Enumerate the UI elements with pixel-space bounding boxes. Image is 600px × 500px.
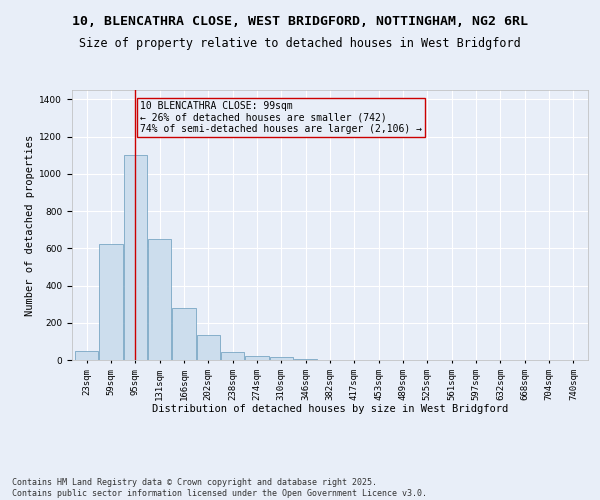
X-axis label: Distribution of detached houses by size in West Bridgford: Distribution of detached houses by size … (152, 404, 508, 414)
Y-axis label: Number of detached properties: Number of detached properties (25, 134, 35, 316)
Bar (245, 356, 269, 360)
Text: 10, BLENCATHRA CLOSE, WEST BRIDGFORD, NOTTINGHAM, NG2 6RL: 10, BLENCATHRA CLOSE, WEST BRIDGFORD, NO… (72, 15, 528, 28)
Bar (172, 308, 196, 360)
Bar (294, 359, 317, 360)
Bar (124, 155, 147, 360)
Text: 10 BLENCATHRA CLOSE: 99sqm
← 26% of detached houses are smaller (742)
74% of sem: 10 BLENCATHRA CLOSE: 99sqm ← 26% of deta… (140, 101, 422, 134)
Text: Size of property relative to detached houses in West Bridgford: Size of property relative to detached ho… (79, 38, 521, 51)
Bar (148, 239, 171, 360)
Bar (270, 357, 293, 360)
Bar (100, 244, 122, 360)
Bar (75, 350, 98, 360)
Bar (221, 352, 244, 360)
Text: Contains HM Land Registry data © Crown copyright and database right 2025.
Contai: Contains HM Land Registry data © Crown c… (12, 478, 427, 498)
Bar (197, 335, 220, 360)
